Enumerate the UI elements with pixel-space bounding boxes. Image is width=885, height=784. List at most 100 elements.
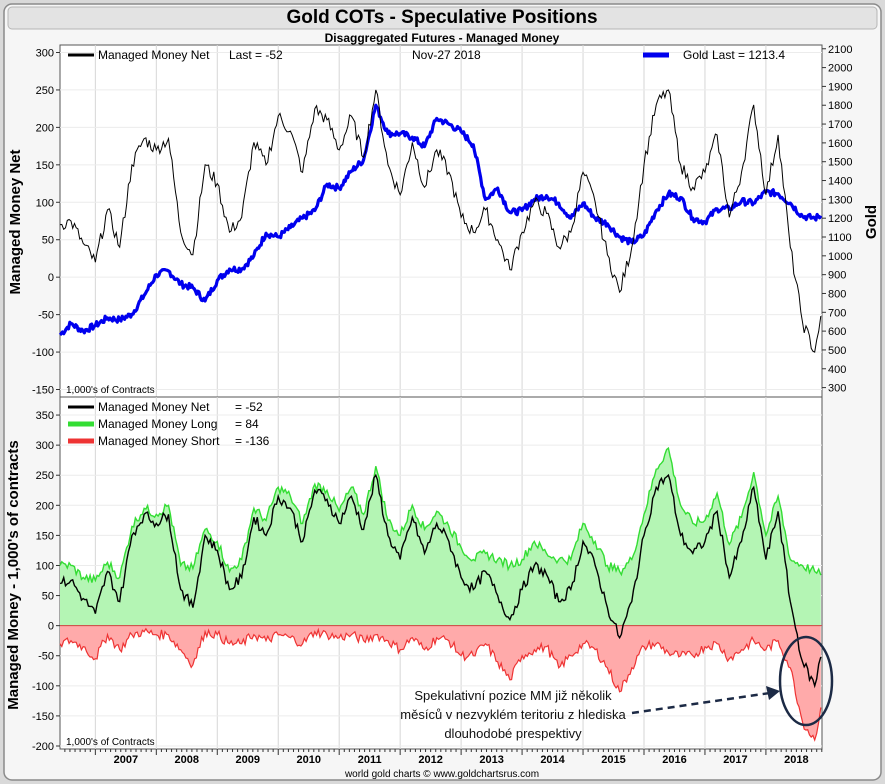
x-tick-label: 2016 — [662, 754, 686, 766]
annotation-arrow-head — [766, 686, 780, 700]
top-right-tick-label: 800 — [828, 288, 846, 300]
top-series — [58, 89, 823, 353]
top-legend-gold: Gold Last = 1213.4 — [643, 48, 785, 62]
top-right-tick-label: 1800 — [828, 100, 852, 112]
footer-credit: world gold charts © www.goldchartsrus.co… — [344, 769, 539, 780]
legend-label-long: Managed Money Long — [98, 417, 217, 431]
top-right-tick-label: 1700 — [828, 119, 852, 131]
chart-title: Gold COTs - Speculative Positions — [286, 7, 597, 28]
legend-value-net: Last = -52 — [229, 48, 283, 62]
x-tick-label: 2007 — [114, 754, 138, 766]
top-right-tick-label: 300 — [828, 383, 846, 395]
legend-label-net: Managed Money Net — [98, 48, 210, 62]
bottom-left-tick-label: -200 — [32, 741, 54, 753]
bottom-left-tick-label: 150 — [36, 530, 54, 542]
top-right-axis: 300 400 500 600 700 800 900 1000 1100 1200 1300 140… — [822, 44, 852, 395]
top-right-tick-label: 1600 — [828, 138, 852, 150]
annotation-line-2: měsíců v nezvyklém teritoriu z hlediska — [400, 707, 626, 722]
bottom-left-tick-label: 200 — [36, 500, 54, 512]
bottom-left-tick-label: 50 — [42, 591, 54, 603]
top-legend-net: Managed Money Net Last = -52 — [68, 48, 283, 62]
annotation-line-3: dlouhodobé prespektivy — [444, 726, 582, 741]
top-grid — [60, 45, 822, 397]
annotation: Spekulativní pozice MM již několik měsíc… — [400, 635, 834, 741]
bottom-left-tick-label: -50 — [38, 651, 54, 663]
top-left-tick-label: 200 — [36, 122, 54, 134]
top-right-tick-label: 700 — [828, 307, 846, 319]
top-right-tick-label: 1100 — [828, 232, 852, 244]
series-net-line-bottom — [59, 473, 822, 689]
legend-label-bottom-net: Managed Money Net — [98, 400, 210, 414]
top-right-tick-label: 500 — [828, 345, 846, 357]
report-date: Nov-27 2018 — [412, 48, 481, 62]
top-right-tick-label: 2000 — [828, 63, 852, 75]
annotation-highlight-ellipse — [778, 635, 834, 727]
x-tick-label: 2013 — [479, 754, 503, 766]
bottom-legend-net: Managed Money Net = -52 — [68, 400, 263, 414]
series-long-line — [59, 446, 822, 584]
legend-label-gold: Gold — [683, 48, 708, 62]
top-right-tick-label: 600 — [828, 326, 846, 338]
top-left-tick-label: 50 — [42, 235, 54, 247]
top-left-tick-label: 300 — [36, 47, 54, 59]
top-right-tick-label: 400 — [828, 364, 846, 376]
legend-label-short: Managed Money Short — [98, 434, 220, 448]
bottom-left-tick-label: -100 — [32, 681, 54, 693]
bottom-units-note: 1,000's of Contracts — [66, 737, 155, 748]
bottom-left-tick-label: -150 — [32, 711, 54, 723]
annotation-line-1: Spekulativní pozice MM již několik — [414, 688, 612, 703]
bottom-legend-long: Managed Money Long = 84 — [68, 417, 259, 431]
top-left-tick-label: -150 — [32, 385, 54, 397]
bottom-left-tick-label: 350 — [36, 410, 54, 422]
bottom-left-tick-label: 250 — [36, 470, 54, 482]
top-right-tick-label: 1500 — [828, 157, 852, 169]
x-tick-label: 2017 — [723, 754, 747, 766]
top-left-tick-label: 250 — [36, 85, 54, 97]
bottom-legend-short: Managed Money Short = -136 — [68, 434, 270, 448]
legend-value-bottom-net: = -52 — [235, 400, 263, 414]
legend-value-gold: Last = 1213.4 — [712, 48, 785, 62]
top-right-tick-label: 900 — [828, 270, 846, 282]
series-short-line — [59, 627, 822, 742]
top-units-note: 1,000's of Contracts — [66, 385, 155, 396]
top-left-tick-label: 150 — [36, 160, 54, 172]
x-tick-label: 2015 — [601, 754, 625, 766]
top-left-tick-label: -100 — [32, 347, 54, 359]
bottom-left-tick-label: 0 — [48, 621, 54, 633]
top-left-axis-label: Managed Money Net — [7, 149, 24, 294]
x-tick-label: 2014 — [540, 754, 565, 766]
top-left-axis: -150 -100 -50 0 50 100 150 200 250 300 — [32, 47, 60, 397]
series-long-area — [60, 448, 821, 626]
legend-value-short: = -136 — [235, 434, 270, 448]
series-net-line-top — [59, 89, 822, 353]
legend-value-long: = 84 — [235, 417, 259, 431]
top-right-tick-label: 1900 — [828, 81, 852, 93]
bottom-left-axis: -200 -150 -100 -50 0 50 100 150 200 250 300 350 — [32, 410, 60, 753]
top-right-axis-label: Gold — [863, 205, 880, 239]
top-left-tick-label: 100 — [36, 197, 54, 209]
top-right-tick-label: 1000 — [828, 251, 852, 263]
top-right-tick-label: 1200 — [828, 213, 852, 225]
series-gold-line — [58, 103, 823, 337]
bottom-left-tick-label: 100 — [36, 560, 54, 572]
bottom-left-tick-label: 300 — [36, 440, 54, 452]
series-short-area — [60, 625, 821, 740]
title-bar — [7, 6, 878, 30]
x-axis: 2007 2008 2009 2010 2011 2012 2013 2014 2015 2016… — [64, 749, 823, 766]
bottom-panel: -200 -150 -100 -50 0 50 100 150 200 250 300 350 200… — [5, 396, 834, 766]
top-right-tick-label: 1300 — [828, 194, 852, 206]
x-tick-label: 2008 — [175, 754, 199, 766]
x-tick-label: 2012 — [418, 754, 442, 766]
x-tick-label: 2018 — [784, 754, 808, 766]
bottom-left-axis-label: Managed Money - 1,000's of contracts — [5, 440, 22, 709]
bottom-series — [59, 446, 822, 742]
x-tick-label: 2009 — [236, 754, 260, 766]
x-tick-label: 2011 — [358, 754, 382, 766]
top-right-tick-label: 1400 — [828, 176, 852, 188]
chart-subtitle: Disaggregated Futures - Managed Money — [325, 31, 560, 45]
top-left-tick-label: 0 — [48, 272, 54, 284]
x-tick-label: 2010 — [296, 754, 320, 766]
top-panel: -150 -100 -50 0 50 100 150 200 250 300 300 400 500 6… — [7, 44, 880, 398]
top-left-tick-label: -50 — [38, 310, 54, 322]
